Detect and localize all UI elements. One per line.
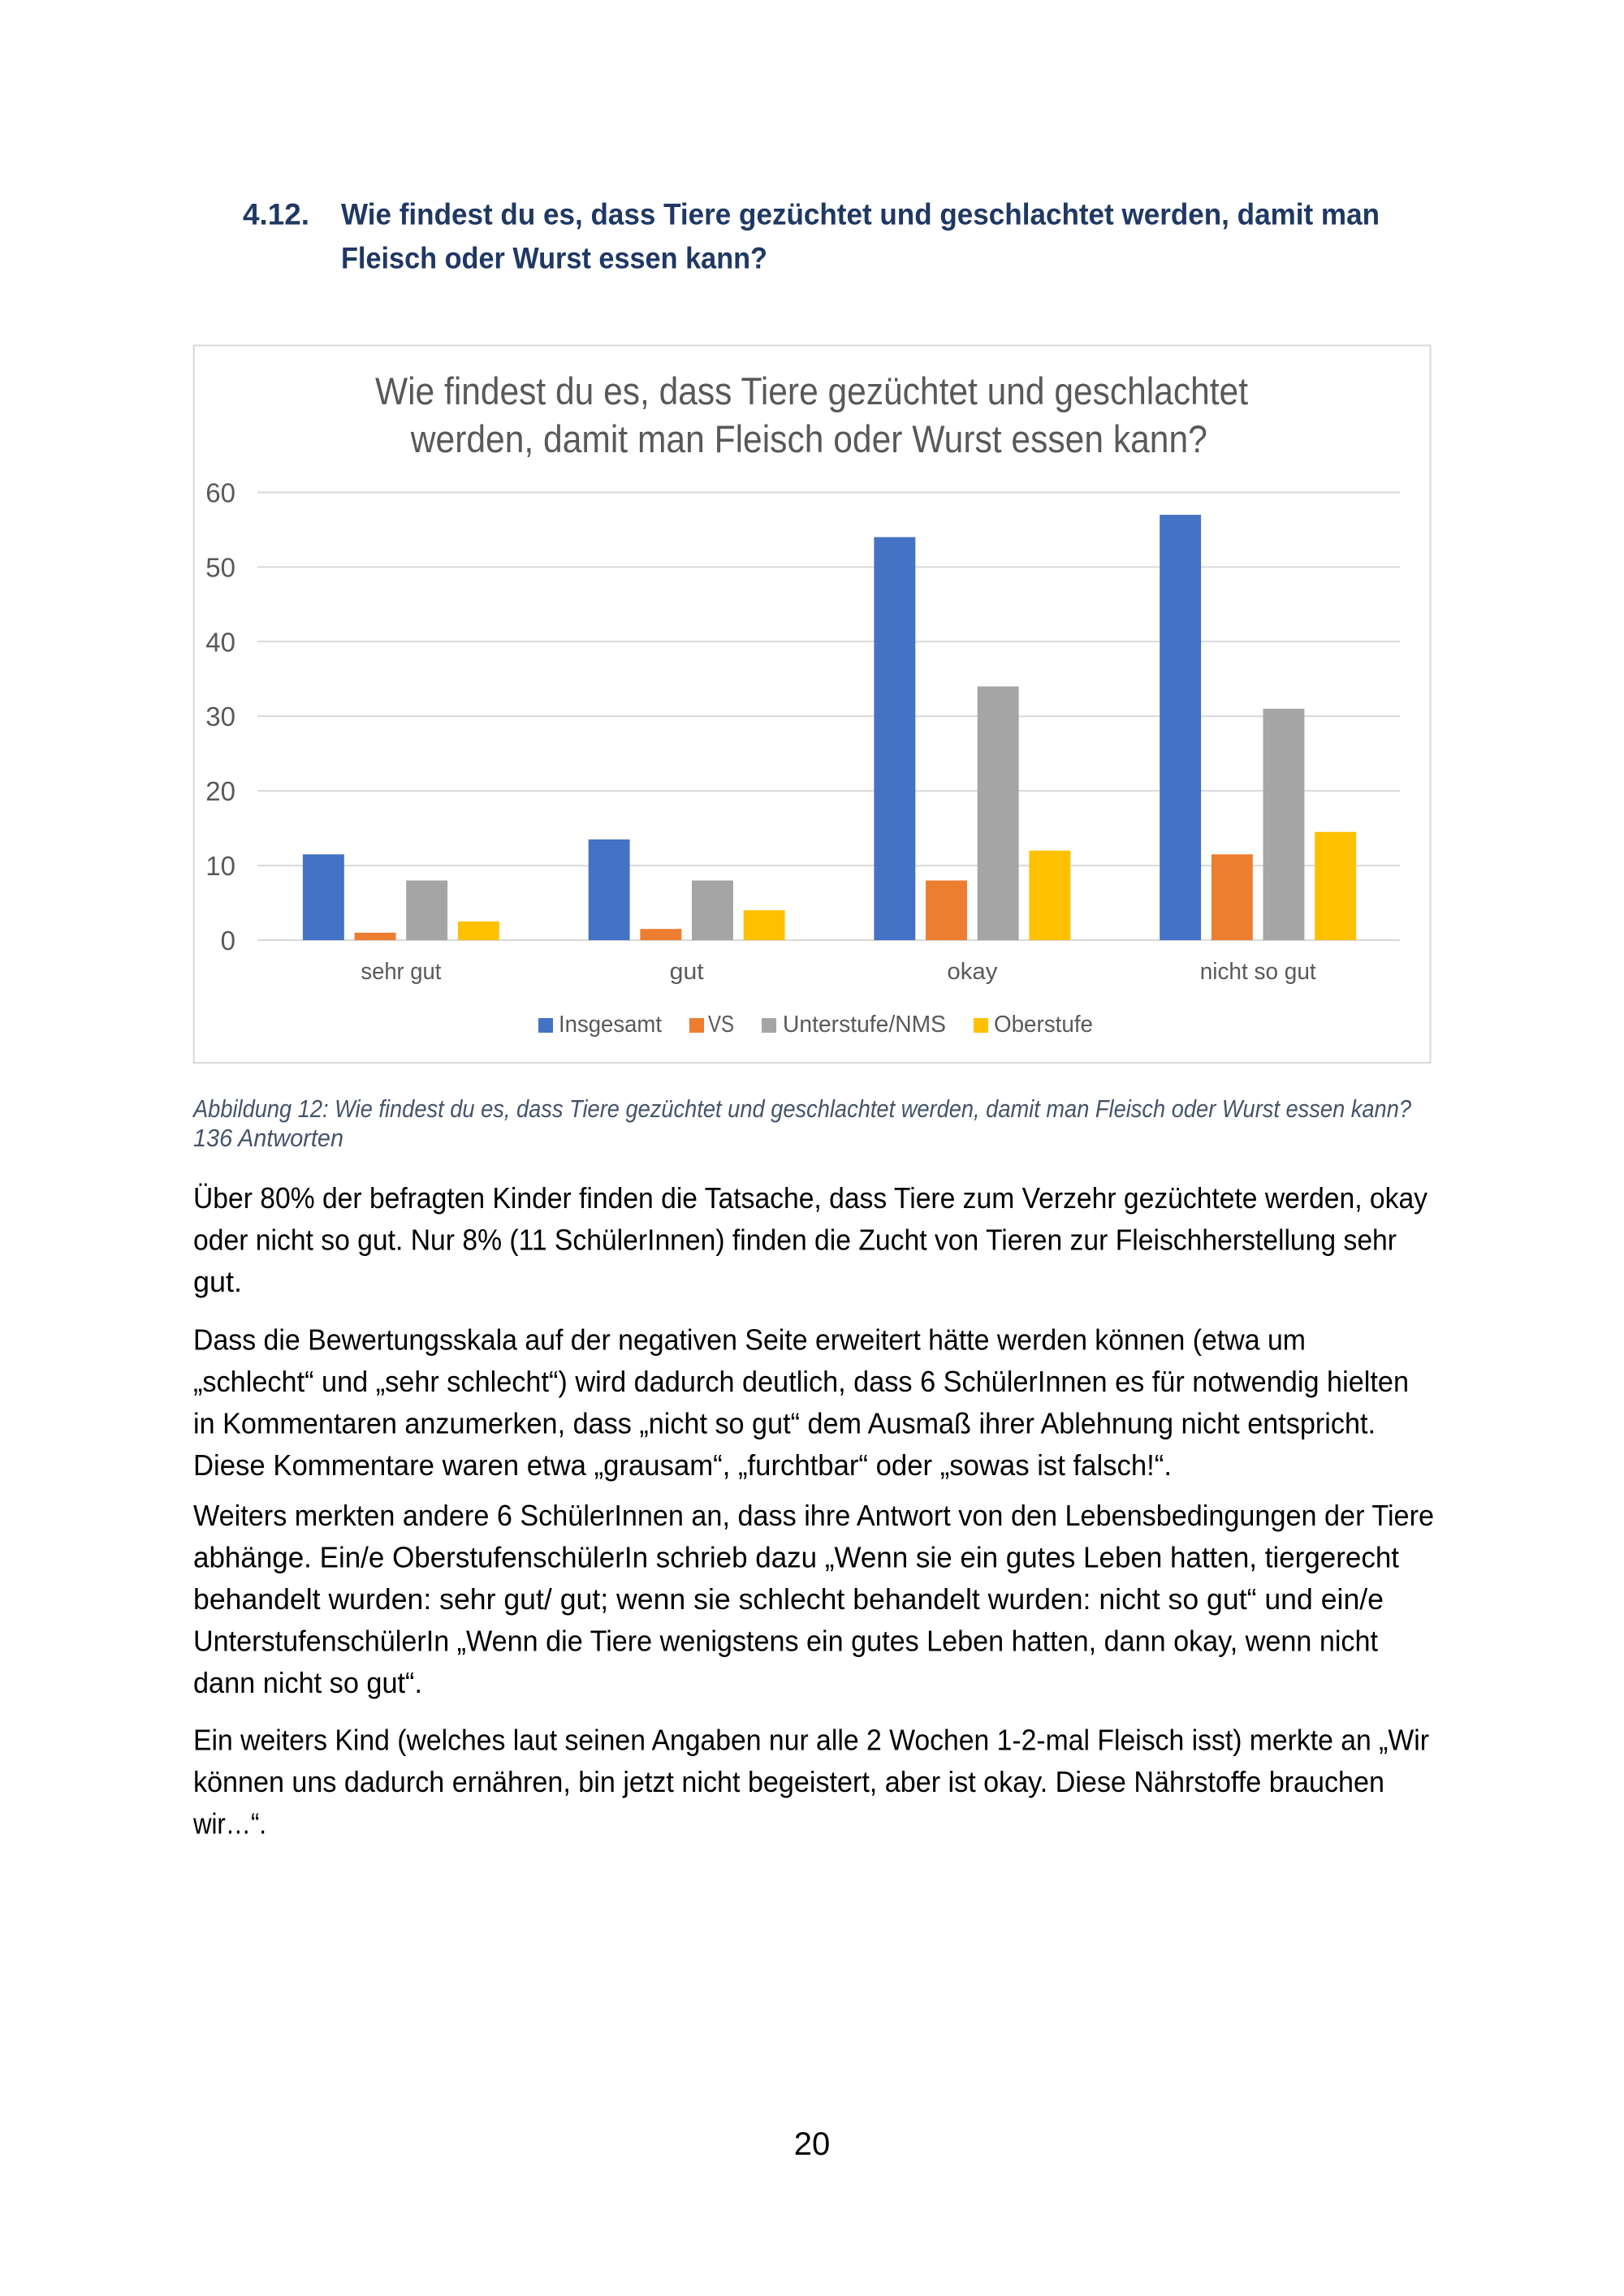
- svg-text:136 Antworten: 136 Antworten: [193, 1124, 343, 1152]
- svg-text:Über 80% der befragten Kinder: Über 80% der befragten Kinder finden die…: [193, 1181, 1427, 1215]
- svg-text:Abbildung 12: Wie findest du e: Abbildung 12: Wie findest du es, dass Ti…: [192, 1094, 1411, 1123]
- svg-text:Weiters merkten andere 6 Schül: Weiters merkten andere 6 SchülerInnen an…: [193, 1499, 1434, 1532]
- svg-text:abhänge. Ein/e Oberstufenschül: abhänge. Ein/e OberstufenschülerIn schri…: [193, 1541, 1399, 1574]
- svg-text:gut.: gut.: [193, 1265, 242, 1298]
- svg-text:oder nicht so gut. Nur 8% (11: oder nicht so gut. Nur 8% (11 SchülerInn…: [193, 1224, 1397, 1257]
- svg-text:Diese Kommentare waren etwa „g: Diese Kommentare waren etwa „grausam“, „…: [193, 1448, 1172, 1482]
- svg-text:sehr gut: sehr gut: [361, 959, 441, 985]
- svg-text:4.12.: 4.12.: [243, 198, 309, 231]
- svg-text:wir…“.: wir…“.: [192, 1807, 266, 1841]
- svg-text:Insgesamt: Insgesamt: [559, 1012, 662, 1038]
- svg-text:20: 20: [794, 2126, 831, 2162]
- svg-text:nicht so gut: nicht so gut: [1200, 959, 1316, 985]
- svg-text:20: 20: [205, 776, 235, 806]
- svg-text:„schlecht“ und „sehr schlecht“: „schlecht“ und „sehr schlecht“) wird dad…: [193, 1365, 1409, 1398]
- svg-text:60: 60: [205, 478, 235, 508]
- svg-text:werden, damit man Fleisch oder: werden, damit man Fleisch oder Wurst ess…: [410, 417, 1207, 460]
- svg-text:Dass die Bewertungsskala auf d: Dass die Bewertungsskala auf der negativ…: [193, 1323, 1306, 1357]
- svg-text:behandelt wurden: sehr gut/ gu: behandelt wurden: sehr gut/ gut; wenn si…: [193, 1582, 1384, 1616]
- svg-text:Unterstufe/NMS: Unterstufe/NMS: [783, 1012, 946, 1038]
- svg-text:dann nicht so gut“.: dann nicht so gut“.: [193, 1666, 422, 1699]
- svg-text:10: 10: [205, 851, 235, 881]
- svg-text:gut: gut: [670, 959, 704, 985]
- svg-text:UnterstufenschülerIn „Wenn die: UnterstufenschülerIn „Wenn die Tiere wen…: [193, 1625, 1378, 1658]
- svg-text:0: 0: [221, 926, 235, 956]
- svg-text:in Kommentaren anzumerken, das: in Kommentaren anzumerken, dass „nicht s…: [193, 1407, 1376, 1440]
- svg-text:Fleisch oder Wurst essen kann?: Fleisch oder Wurst essen kann?: [341, 242, 767, 275]
- svg-text:okay: okay: [947, 959, 997, 985]
- svg-text:50: 50: [205, 552, 235, 582]
- svg-text:40: 40: [205, 627, 235, 657]
- svg-text:Wie findest du es, dass Tiere: Wie findest du es, dass Tiere gezüchtet …: [375, 369, 1248, 412]
- svg-text:VS: VS: [708, 1012, 734, 1038]
- svg-text:Oberstufe: Oberstufe: [994, 1012, 1093, 1038]
- svg-text:30: 30: [205, 701, 235, 732]
- svg-text:Wie findest du es, dass Tiere: Wie findest du es, dass Tiere gezüchtet …: [341, 198, 1380, 231]
- svg-text:Ein weiters Kind (welches laut: Ein weiters Kind (welches laut seinen An…: [193, 1724, 1429, 1757]
- svg-text:können uns dadurch ernähren, b: können uns dadurch ernähren, bin jetzt n…: [193, 1765, 1384, 1798]
